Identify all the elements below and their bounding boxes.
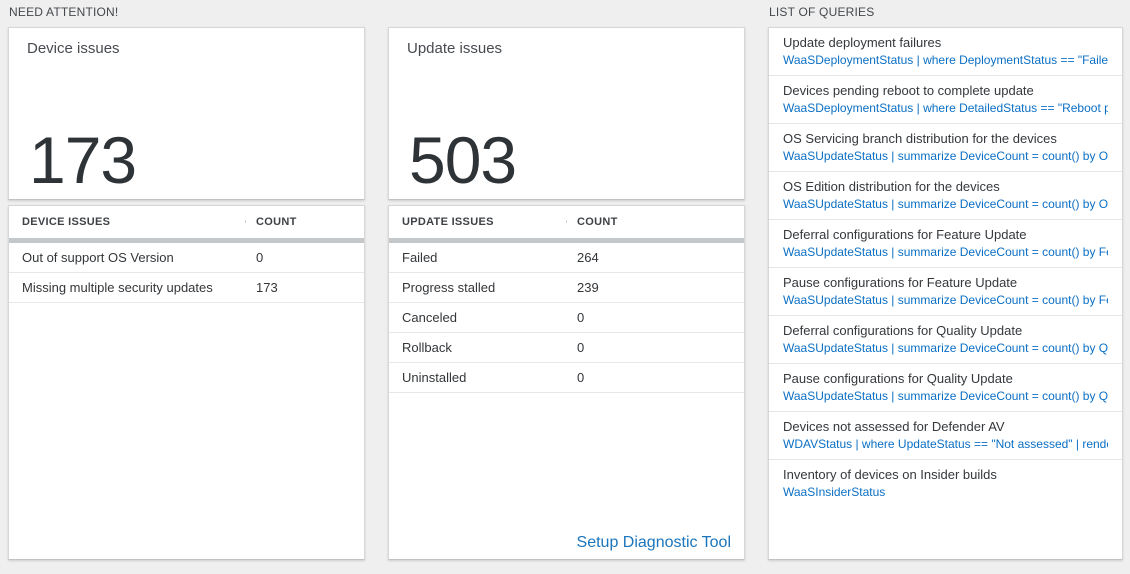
- issue-label: Missing multiple security updates: [22, 280, 213, 295]
- issue-count: 0: [577, 370, 585, 385]
- need-attention-heading: NEED ATTENTION!: [9, 5, 119, 19]
- issue-label: Rollback: [402, 340, 452, 355]
- query-title: Deferral configurations for Quality Upda…: [783, 323, 1023, 338]
- column-header-count: COUNT: [245, 216, 364, 228]
- issue-label: Failed: [402, 250, 438, 265]
- issue-label: Canceled: [402, 310, 457, 325]
- query-list-item[interactable]: Inventory of devices on Insider builds W…: [769, 460, 1122, 508]
- query-text: WaaSUpdateStatus | summarize DeviceCount…: [783, 197, 1108, 211]
- query-text: WaaSDeploymentStatus | where DetailedSta…: [783, 101, 1108, 115]
- issue-count: 264: [577, 250, 599, 265]
- device-issues-table-header: DEVICE ISSUES COUNT: [9, 206, 364, 238]
- query-title: Devices pending reboot to complete updat…: [783, 83, 1034, 98]
- query-title: Pause configurations for Quality Update: [783, 371, 1013, 386]
- query-list-item[interactable]: Pause configurations for Feature Update …: [769, 268, 1122, 316]
- table-row[interactable]: Out of support OS Version 0: [9, 243, 364, 273]
- table-row[interactable]: Progress stalled 239: [389, 273, 744, 303]
- query-list-item[interactable]: Devices pending reboot to complete updat…: [769, 76, 1122, 124]
- query-title: Devices not assessed for Defender AV: [783, 419, 1005, 434]
- query-list-item[interactable]: Deferral configurations for Quality Upda…: [769, 316, 1122, 364]
- table-row[interactable]: Failed 264: [389, 243, 744, 273]
- horizontal-scrollbar[interactable]: [389, 238, 744, 243]
- issue-count: 0: [577, 340, 585, 355]
- horizontal-scrollbar[interactable]: [9, 238, 364, 243]
- query-title: OS Servicing branch distribution for the…: [783, 131, 1057, 146]
- column-header-count: COUNT: [566, 216, 744, 228]
- query-list-item[interactable]: Update deployment failures WaaSDeploymen…: [769, 28, 1122, 76]
- table-row[interactable]: Canceled 0: [389, 303, 744, 333]
- issue-count: 0: [256, 250, 264, 265]
- setup-diagnostic-tool-link[interactable]: Setup Diagnostic Tool: [576, 534, 731, 551]
- query-title: Inventory of devices on Insider builds: [783, 467, 997, 482]
- issue-label: Progress stalled: [402, 280, 496, 295]
- update-issues-count: 503: [409, 123, 517, 197]
- query-text: WaaSDeploymentStatus | where DeploymentS…: [783, 53, 1108, 67]
- update-issues-title: Update issues: [407, 40, 503, 57]
- query-list-item[interactable]: Pause configurations for Quality Update …: [769, 364, 1122, 412]
- query-text: WaaSUpdateStatus | summarize DeviceCount…: [783, 389, 1108, 403]
- device-issues-tile[interactable]: Device issues 173: [8, 27, 365, 200]
- issue-count: 239: [577, 280, 599, 295]
- update-issues-table: UPDATE ISSUES COUNT Failed 264 Progress …: [388, 205, 745, 560]
- issue-count: 173: [256, 280, 278, 295]
- query-list-item[interactable]: OS Servicing branch distribution for the…: [769, 124, 1122, 172]
- query-title: Update deployment failures: [783, 35, 942, 50]
- query-list-item[interactable]: Deferral configurations for Feature Upda…: [769, 220, 1122, 268]
- query-list-item[interactable]: OS Edition distribution for the devices …: [769, 172, 1122, 220]
- column-header-device-issues: DEVICE ISSUES: [22, 216, 111, 228]
- issue-label: Out of support OS Version: [22, 250, 174, 265]
- list-of-queries-heading: LIST OF QUERIES: [769, 5, 875, 19]
- issue-count: 0: [577, 310, 585, 325]
- query-text: WaaSInsiderStatus: [783, 485, 886, 499]
- table-row[interactable]: Uninstalled 0: [389, 363, 744, 393]
- device-issues-table: DEVICE ISSUES COUNT Out of support OS Ve…: [8, 205, 365, 560]
- table-row[interactable]: Missing multiple security updates 173: [9, 273, 364, 303]
- query-title: Pause configurations for Feature Update: [783, 275, 1018, 290]
- column-header-update-issues: UPDATE ISSUES: [402, 216, 494, 228]
- query-title: OS Edition distribution for the devices: [783, 179, 1000, 194]
- query-list-item[interactable]: Devices not assessed for Defender AV WDA…: [769, 412, 1122, 460]
- update-issues-tile[interactable]: Update issues 503: [388, 27, 745, 200]
- device-issues-title: Device issues: [27, 40, 120, 57]
- query-title: Deferral configurations for Feature Upda…: [783, 227, 1027, 242]
- query-text: WaaSUpdateStatus | summarize DeviceCount…: [783, 149, 1108, 163]
- update-issues-table-header: UPDATE ISSUES COUNT: [389, 206, 744, 238]
- issue-label: Uninstalled: [402, 370, 467, 385]
- query-text: WaaSUpdateStatus | summarize DeviceCount…: [783, 341, 1108, 355]
- query-text: WDAVStatus | where UpdateStatus == "Not …: [783, 437, 1108, 451]
- query-text: WaaSUpdateStatus | summarize DeviceCount…: [783, 293, 1108, 307]
- device-issues-count: 173: [29, 123, 137, 197]
- table-row[interactable]: Rollback 0: [389, 333, 744, 363]
- query-list: Update deployment failures WaaSDeploymen…: [768, 27, 1123, 560]
- query-text: WaaSUpdateStatus | summarize DeviceCount…: [783, 245, 1108, 259]
